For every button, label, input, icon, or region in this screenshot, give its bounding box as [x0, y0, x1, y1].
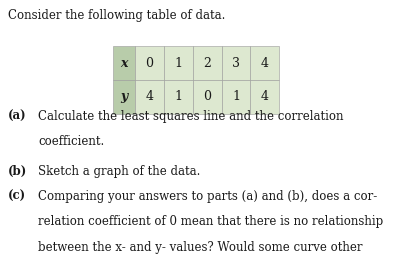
Bar [221, 80, 250, 114]
Bar [250, 46, 279, 80]
Text: y: y [119, 90, 127, 103]
Text: 0: 0 [203, 90, 211, 103]
Text: 2: 2 [203, 57, 211, 70]
Text: between the x- and y- values? Would some curve other: between the x- and y- values? Would some… [38, 241, 362, 254]
Text: 3: 3 [231, 57, 239, 70]
Text: 4: 4 [145, 90, 153, 103]
Text: (c): (c) [8, 190, 26, 203]
Bar [163, 46, 192, 80]
Text: 1: 1 [174, 90, 182, 103]
Bar [192, 80, 221, 114]
Text: coefficient.: coefficient. [38, 135, 104, 148]
Text: 0: 0 [145, 57, 153, 70]
Text: 1: 1 [231, 90, 239, 103]
Text: 4: 4 [260, 57, 268, 70]
Bar [192, 46, 221, 80]
Text: 1: 1 [174, 57, 182, 70]
Text: Comparing your answers to parts (a) and (b), does a cor-: Comparing your answers to parts (a) and … [38, 190, 377, 203]
Bar [112, 46, 134, 80]
Bar [112, 80, 134, 114]
Text: (b): (b) [8, 165, 27, 178]
Text: Sketch a graph of the data.: Sketch a graph of the data. [38, 165, 200, 178]
Bar [163, 80, 192, 114]
Text: x: x [119, 57, 127, 70]
Text: Calculate the least squares line and the correlation: Calculate the least squares line and the… [38, 110, 343, 123]
Bar [134, 80, 163, 114]
Bar [250, 80, 279, 114]
Bar [221, 46, 250, 80]
Bar [134, 46, 163, 80]
Text: Consider the following table of data.: Consider the following table of data. [8, 9, 225, 22]
Text: (a): (a) [8, 110, 26, 123]
Text: 4: 4 [260, 90, 268, 103]
Text: relation coefficient of 0 mean that there is no relationship: relation coefficient of 0 mean that ther… [38, 215, 383, 228]
